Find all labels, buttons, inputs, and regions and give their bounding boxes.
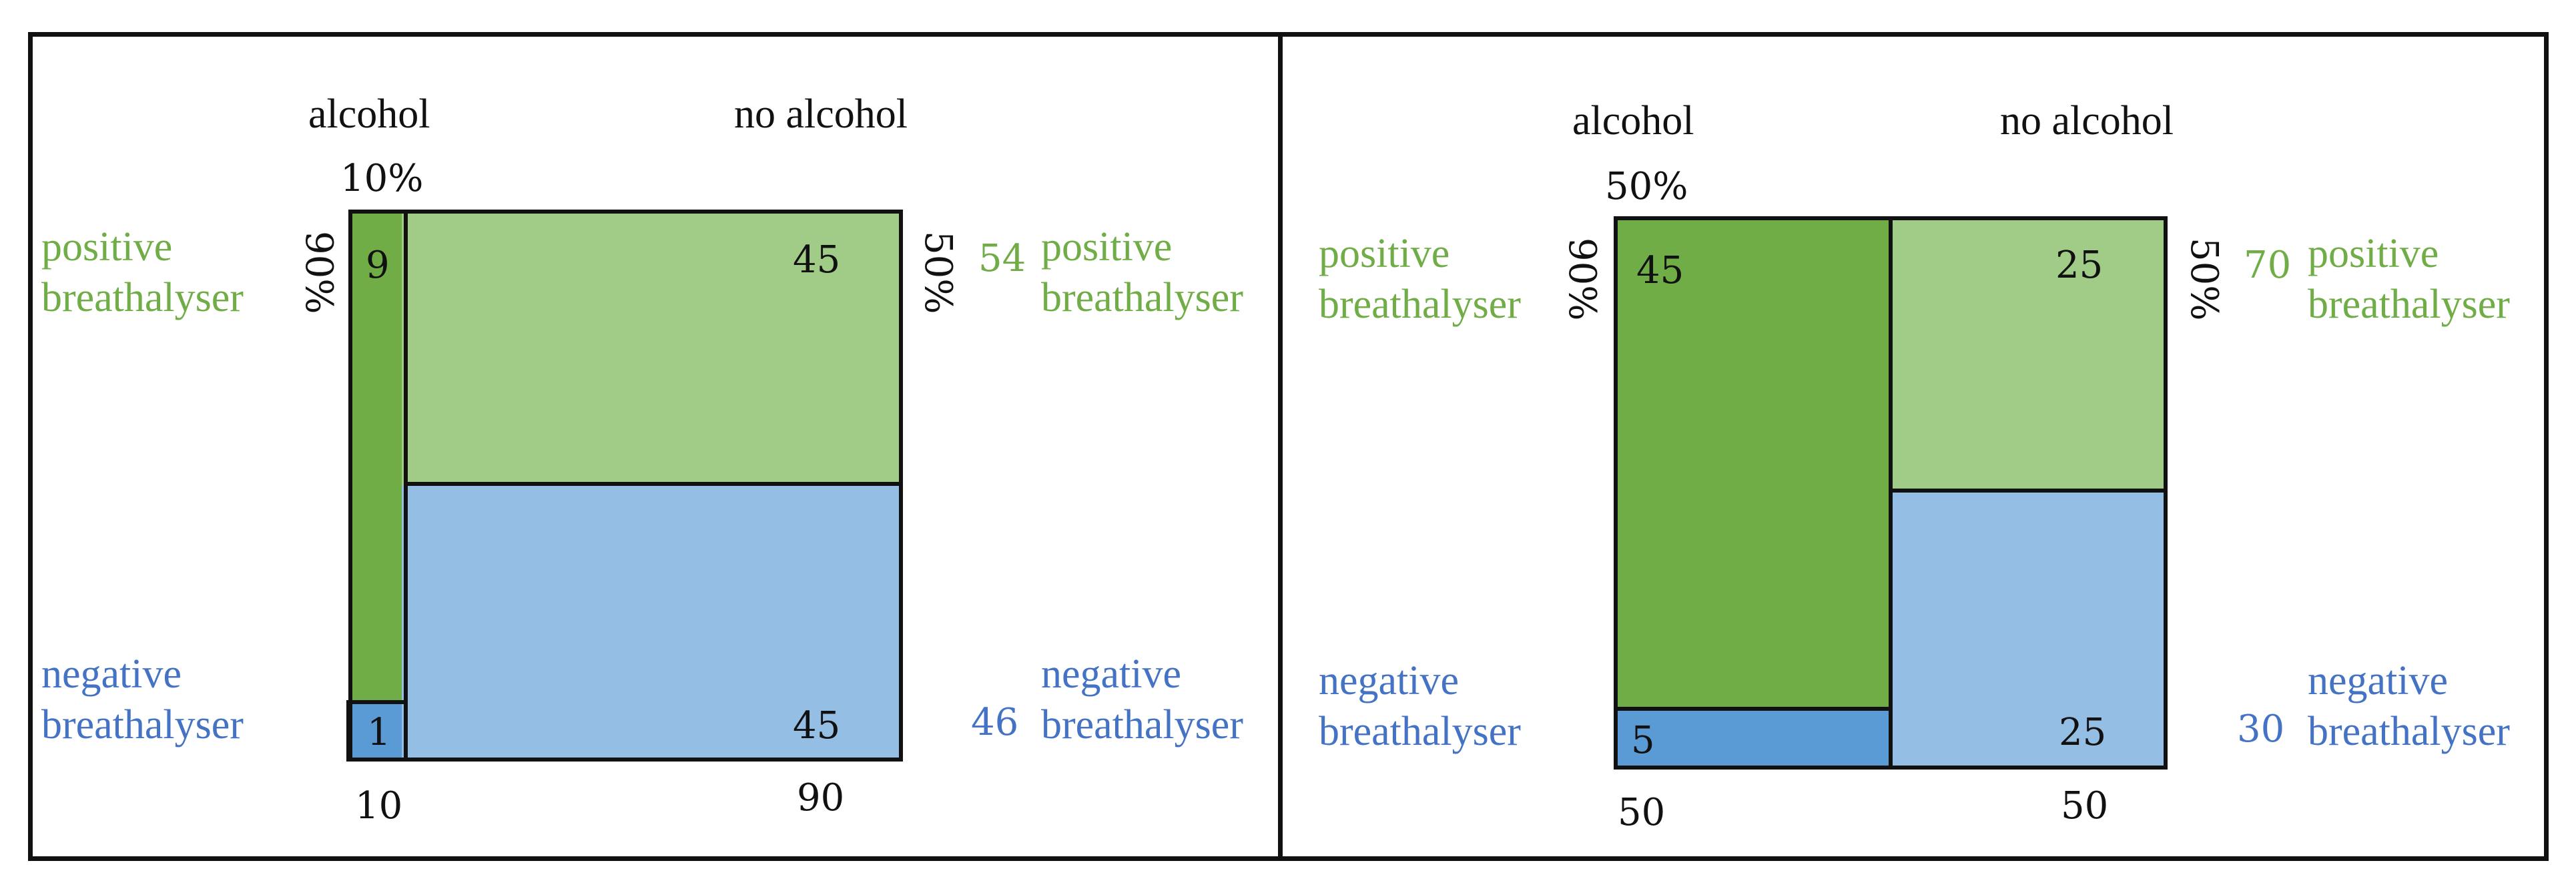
left-cell-alcohol-positive: [348, 210, 406, 703]
right-total-negative: 30: [2237, 707, 2285, 751]
right-cell-no-alcohol-positive: [1889, 216, 2164, 493]
right-alcohol-negative-border: [1614, 707, 1893, 770]
right-col-header-alcohol: alcohol: [1572, 98, 1694, 143]
left-alcohol-share-label: 10%: [340, 157, 424, 200]
right-panel: [1283, 32, 2549, 861]
right-row-label-negative: negative breathalyser: [1319, 658, 1521, 754]
right-total-alcohol: 50: [1618, 791, 1666, 834]
right-cell-alcohol-positive: [1614, 216, 1889, 710]
right-row-label-positive: positive breathalyser: [1319, 231, 1521, 327]
right-count-no-alcohol-negative: 25: [2059, 711, 2107, 754]
left-row-label-positive: positive breathalyser: [41, 224, 244, 320]
right-count-alcohol-negative: 5: [1631, 719, 1655, 762]
left-sensitivity-label: 90%: [297, 231, 340, 314]
left-total-no-alcohol: 90: [797, 776, 845, 820]
left-panel: [28, 32, 1283, 861]
right-total-positive: 70: [2244, 244, 2292, 287]
left-false-positive-rate-label: 50%: [916, 231, 960, 314]
right-false-positive-rate-label: 50%: [2182, 238, 2226, 321]
right-total-no-alcohol: 50: [2061, 784, 2109, 828]
right-cell-no-alcohol-negative: [1889, 493, 2164, 768]
left-count-no-alcohol-positive: 45: [793, 238, 841, 282]
right-right-label-positive: positive breathalyser: [2308, 231, 2510, 327]
right-no-alcohol-negative-border: [1889, 489, 2168, 770]
left-cell-no-alcohol-positive: [402, 210, 901, 486]
right-right-label-negative: negative breathalyser: [2308, 658, 2510, 754]
left-total-alcohol: 10: [355, 784, 403, 828]
left-total-positive: 54: [978, 237, 1026, 280]
right-count-no-alcohol-positive: 25: [2055, 244, 2104, 287]
left-count-alcohol-positive: 9: [366, 244, 390, 287]
left-cell-alcohol-negative: [348, 703, 406, 760]
right-alcohol-column-border: [1614, 216, 1893, 770]
left-count-alcohol-negative: 1: [367, 711, 391, 754]
left-count-no-alcohol-negative: 45: [793, 704, 841, 748]
right-col-header-no-alcohol: no alcohol: [2000, 98, 2174, 143]
left-right-label-positive: positive breathalyser: [1041, 224, 1243, 320]
right-cell-alcohol-negative: [1614, 710, 1889, 768]
left-col-header-alcohol: alcohol: [308, 91, 430, 137]
left-cell-no-alcohol-negative: [402, 486, 901, 760]
left-no-alcohol-negative-border: [404, 482, 903, 762]
right-sensitivity-label: 90%: [1560, 238, 1604, 321]
left-right-label-negative: negative breathalyser: [1041, 651, 1243, 748]
left-col-header-no-alcohol: no alcohol: [734, 91, 908, 137]
right-count-alcohol-positive: 45: [1636, 249, 1684, 292]
left-row-label-negative: negative breathalyser: [41, 651, 244, 748]
left-total-negative: 46: [971, 701, 1019, 744]
left-alcohol-column-border: [348, 210, 408, 762]
right-alcohol-share-label: 50%: [1605, 165, 1688, 208]
